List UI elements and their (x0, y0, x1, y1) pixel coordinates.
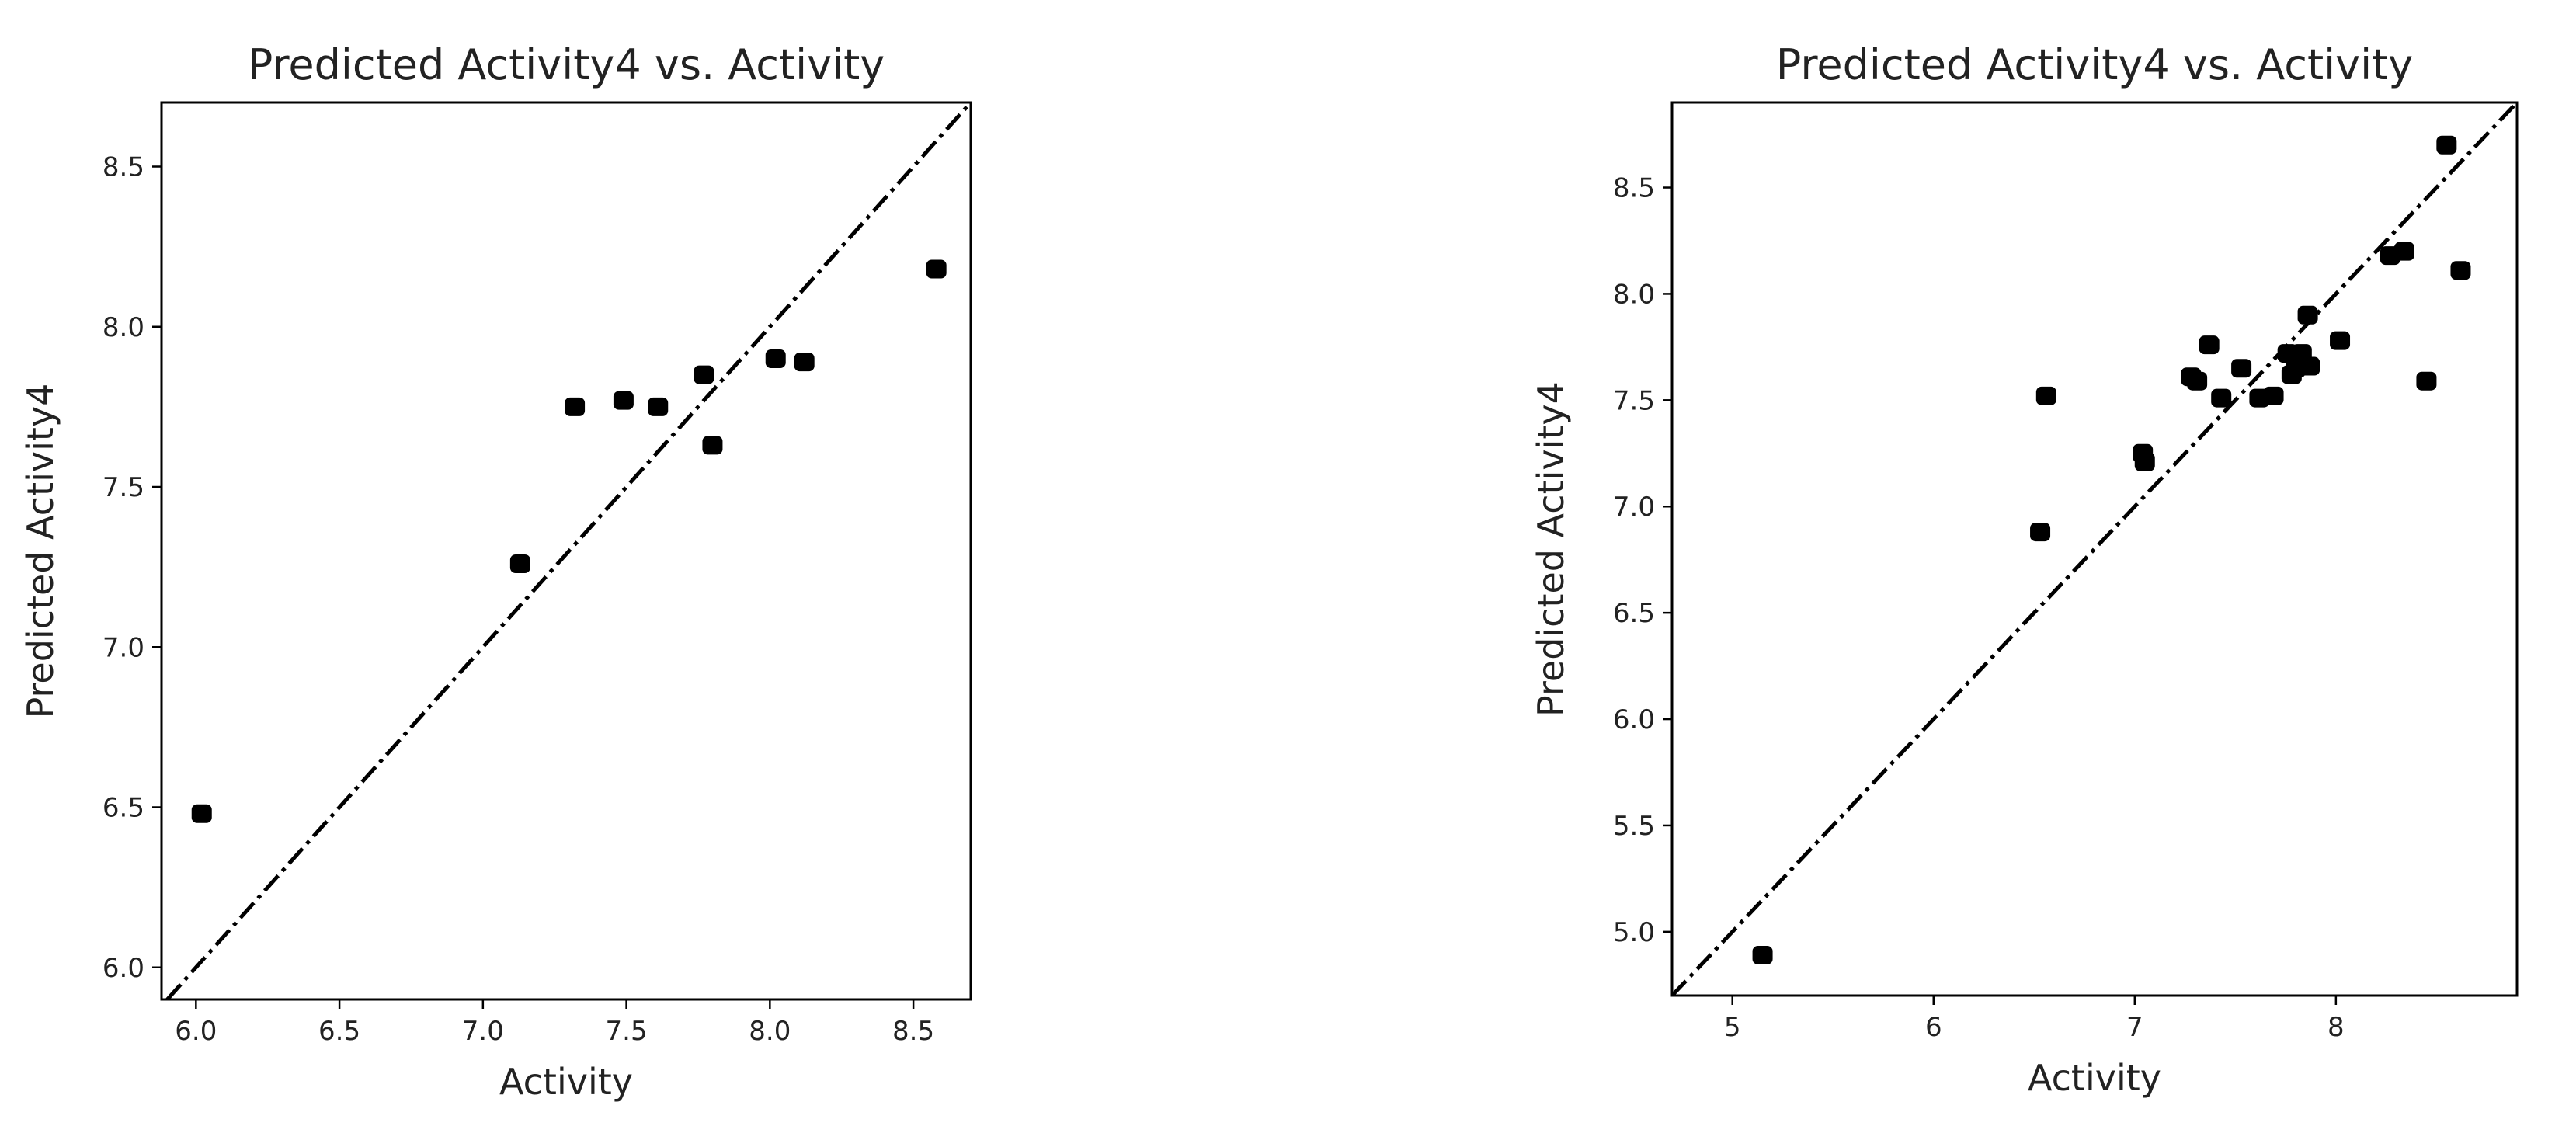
data-point (509, 554, 530, 573)
data-point (2187, 371, 2208, 391)
x-tick-label: 7.0 (462, 1016, 504, 1047)
data-point (2030, 523, 2051, 542)
x-axis-label: Activity (499, 1061, 633, 1103)
y-tick-label: 8.5 (1613, 173, 1655, 204)
x-tick-label: 8.0 (749, 1016, 791, 1047)
x-tick-label: 7.5 (606, 1016, 648, 1047)
data-point (2199, 335, 2220, 355)
y-axis-label: Predicted Activity4 (1530, 381, 1572, 717)
chart-title: Predicted Activity4 vs. Activity (1776, 40, 2414, 89)
y-tick-label: 7.0 (1613, 492, 1655, 523)
data-point (765, 349, 786, 368)
y-tick-label: 6.5 (103, 793, 144, 824)
y-tick-label: 6.0 (103, 953, 144, 984)
plot-frame (1670, 101, 2519, 997)
y-tick-label: 7.5 (1613, 385, 1655, 416)
data-point (2231, 359, 2252, 378)
x-tick-label: 6.5 (318, 1016, 360, 1047)
y-tick-label: 6.0 (1613, 704, 1655, 735)
chart-title: Predicted Activity4 vs. Activity (248, 40, 885, 89)
x-tick-label: 7 (2126, 1012, 2143, 1043)
chart-left: Predicted Activity4 vs. Activity 6.0 6.5 7.… (19, 40, 972, 1103)
data-point (2393, 242, 2414, 261)
data-point (2436, 135, 2457, 155)
data-point (1752, 945, 1773, 964)
data-point (648, 397, 669, 416)
identity-line (165, 103, 971, 999)
data-point (926, 259, 947, 279)
x-tick-label: 6.0 (175, 1016, 217, 1047)
y-tick-label: 8.5 (103, 152, 144, 183)
identity-line (1672, 103, 2517, 996)
data-point (565, 397, 586, 416)
x-tick-label: 5 (1724, 1012, 1741, 1043)
data-point (2134, 452, 2155, 471)
data-point (2416, 371, 2437, 391)
data-point (2035, 386, 2056, 405)
data-point (191, 804, 212, 823)
y-tick-label: 5.0 (1613, 917, 1655, 948)
data-point (702, 436, 723, 455)
y-tick-label: 7.0 (103, 632, 144, 663)
data-point (2330, 331, 2351, 350)
data-point (2300, 356, 2320, 376)
data-point (694, 365, 714, 384)
y-tick-label: 7.5 (103, 472, 144, 503)
y-tick-label: 8.0 (1613, 279, 1655, 310)
x-tick-label: 6 (1925, 1012, 1942, 1043)
y-tick-label: 5.5 (1613, 811, 1655, 842)
x-axis-label: Activity (2028, 1057, 2161, 1099)
y-tick-label: 6.5 (1613, 598, 1655, 629)
x-tick-label: 8 (2327, 1012, 2345, 1043)
plot-frame (160, 101, 972, 1001)
chart-right: Predicted Activity4 vs. Activity 5 6 7 8 5.0 5… (1530, 40, 2519, 1099)
y-axis-label: Predicted Activity4 (19, 384, 61, 719)
data-point (2263, 386, 2284, 405)
data-point (2211, 388, 2232, 408)
data-point (2450, 261, 2471, 280)
data-point (613, 391, 634, 410)
data-point (794, 353, 815, 372)
data-point (2297, 305, 2318, 325)
y-tick-label: 8.0 (103, 312, 144, 343)
x-tick-label: 8.5 (892, 1016, 934, 1047)
